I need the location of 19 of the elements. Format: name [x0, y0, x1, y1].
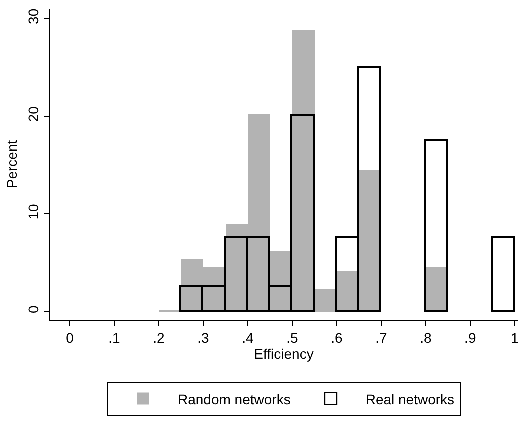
legend-label: Real networks — [366, 391, 455, 408]
x-tick-label: .5 — [286, 330, 298, 346]
y-tick-label: 0 — [25, 306, 42, 314]
y-axis-title: Percent — [4, 140, 20, 189]
x-tick-label: .4 — [242, 330, 254, 346]
x-tick-label: .9 — [464, 330, 476, 346]
x-tick-label: 1 — [510, 330, 519, 346]
y-tick-label: 20 — [25, 106, 42, 122]
x-tick-label: .3 — [198, 330, 210, 346]
x-axis-title: Efficiency — [254, 346, 314, 362]
x-tick-label: 0 — [66, 330, 74, 346]
y-tick-label: 10 — [25, 204, 42, 220]
legend-label: Random networks — [178, 391, 291, 408]
x-tick-label: .1 — [108, 330, 121, 346]
y-tick-label: 30 — [25, 8, 42, 24]
x-tick-label: .8 — [420, 330, 432, 346]
x-tick-label: .7 — [376, 330, 388, 346]
x-tick-label: .2 — [153, 330, 166, 346]
x-tick-label: .6 — [331, 330, 343, 346]
